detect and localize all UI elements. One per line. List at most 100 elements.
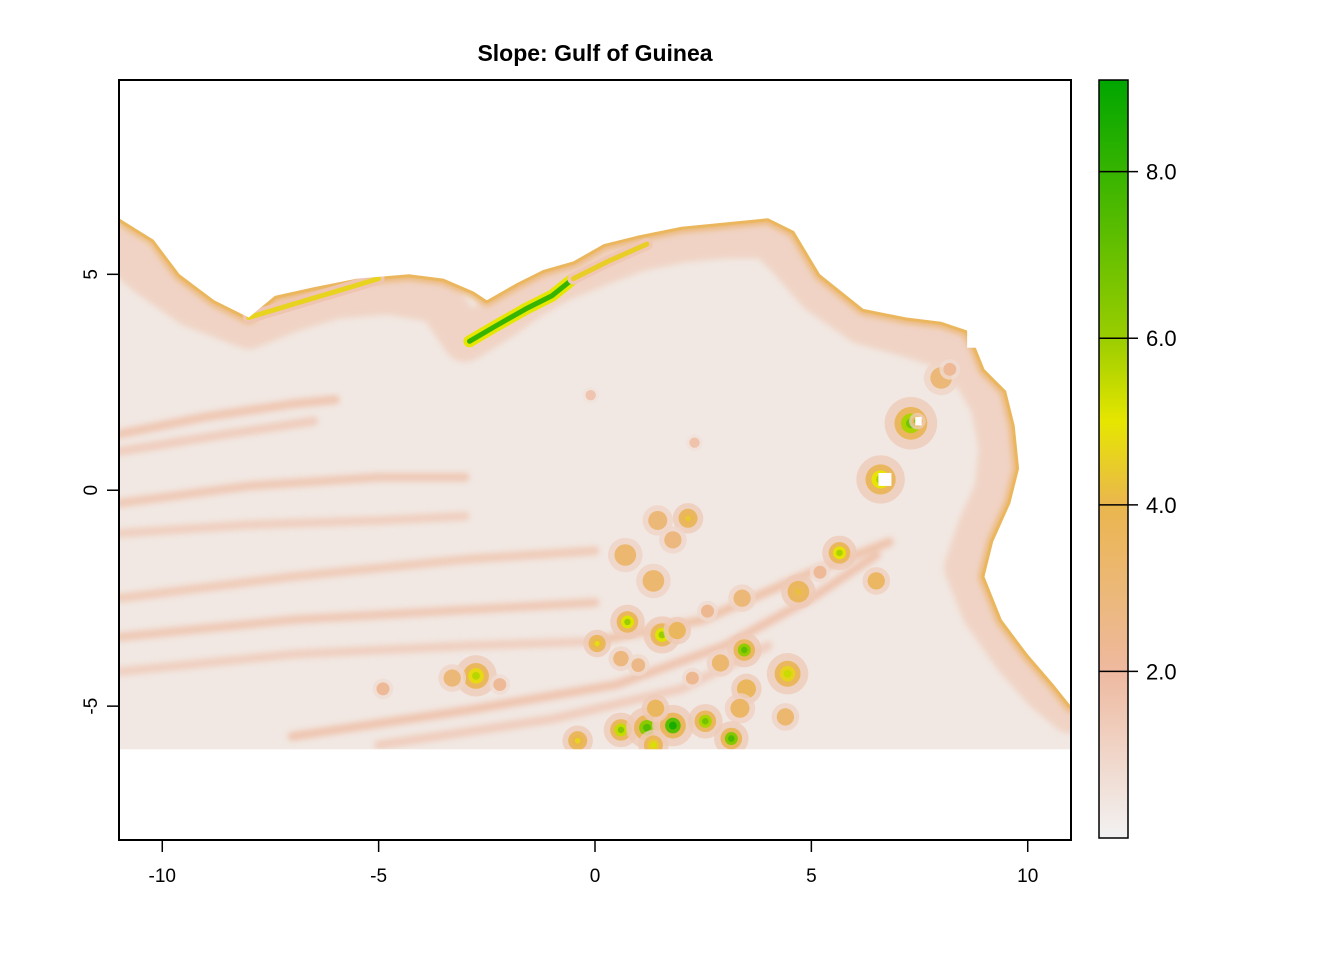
seamount-rim <box>689 437 700 448</box>
seamount <box>697 600 718 622</box>
ridge-line <box>119 636 600 677</box>
seamount <box>781 574 816 609</box>
x-tick-label: 10 <box>1017 866 1038 887</box>
plot-area <box>119 80 1071 840</box>
x-tick-label: 5 <box>806 866 817 887</box>
seamount-peak <box>741 646 748 654</box>
seamount-peak <box>668 721 677 730</box>
seamount <box>766 653 809 695</box>
seamount <box>822 535 857 571</box>
seamount-layer <box>372 358 961 761</box>
seamount-peak <box>795 588 802 595</box>
seamount <box>809 561 831 583</box>
seamount-rim <box>943 362 957 376</box>
seamount-rim <box>613 650 629 667</box>
legend-tick-label: 2.0 <box>1146 659 1177 684</box>
steep-slope-line <box>246 276 382 320</box>
legend-tick-label: 4.0 <box>1146 493 1177 518</box>
y-axis: -5 0 5 <box>81 269 119 715</box>
seamount-rim <box>443 669 461 687</box>
ridge-line <box>287 550 881 741</box>
seamount <box>607 537 643 573</box>
seamount <box>455 655 497 697</box>
seamount-peak <box>650 742 657 748</box>
seamount <box>659 526 687 554</box>
x-tick-label: -10 <box>149 866 176 887</box>
legend-tick-label: 6.0 <box>1146 326 1177 351</box>
seamount-rim <box>701 604 714 618</box>
seamount <box>489 674 511 695</box>
ridge-line <box>119 511 470 538</box>
seamount-rim <box>867 572 885 590</box>
seamount-peak <box>685 515 691 522</box>
ridge-line <box>119 472 470 508</box>
seamount <box>686 434 703 452</box>
seamount-rim <box>642 570 665 592</box>
seamount <box>641 694 670 723</box>
seamount <box>663 616 692 645</box>
steep-slope-layer <box>242 238 653 348</box>
ridge-line <box>119 546 600 603</box>
x-tick-label: -5 <box>370 866 387 887</box>
seamount-rim <box>585 390 596 401</box>
seamount-rim <box>493 678 507 692</box>
seamount <box>608 646 634 672</box>
seamount <box>771 703 800 731</box>
seamount <box>627 654 650 677</box>
land-mask <box>119 80 1071 707</box>
seamount <box>582 386 599 404</box>
seamount-rim <box>685 671 699 685</box>
seamount-rim <box>711 654 730 672</box>
steep-slope-line <box>467 276 576 344</box>
seamount <box>724 693 756 724</box>
nodata-patch <box>878 472 892 486</box>
seamount-peak <box>574 737 581 744</box>
seamount <box>726 632 762 668</box>
seamount-peak <box>624 618 631 626</box>
seamount <box>438 664 467 692</box>
seamount <box>672 503 704 534</box>
seamount-rim <box>664 531 682 549</box>
seamount <box>688 703 723 739</box>
slope-band-edge <box>119 215 1071 710</box>
seamount <box>862 567 891 595</box>
ridge-line <box>119 395 340 439</box>
seamount-rim <box>631 658 646 673</box>
seamount-rim <box>730 698 750 718</box>
legend-tick-label: 8.0 <box>1146 160 1177 185</box>
x-axis: -10 -5 0 5 10 <box>149 839 1038 887</box>
seamount-rim <box>376 682 390 696</box>
y-tick-label: 0 <box>81 485 102 496</box>
seamount-rim <box>668 621 686 640</box>
seamount <box>642 505 673 536</box>
seamount <box>583 629 612 658</box>
steep-slope-line <box>570 241 650 282</box>
ridge-line <box>119 598 600 642</box>
nodata-patch <box>967 330 987 348</box>
seamount <box>939 358 961 380</box>
legend-colorbar <box>1098 79 1129 839</box>
seamount-rim <box>776 708 795 726</box>
seamount-peak <box>617 726 625 734</box>
seamount-rim <box>733 589 751 607</box>
y-tick-label: -5 <box>81 698 102 715</box>
ridge-line <box>119 416 319 456</box>
chart-title: Slope: Gulf of Guinea <box>477 40 712 66</box>
seamount <box>714 721 749 756</box>
seamount <box>610 604 645 640</box>
seamount-peak <box>594 640 600 647</box>
seamount <box>728 584 756 612</box>
seamount-peak <box>472 672 480 680</box>
color-legend: 2.0 4.0 6.0 8.0 <box>1098 79 1177 839</box>
seamount-rim <box>813 565 827 579</box>
y-tick-label: 5 <box>81 269 102 280</box>
seamount <box>562 725 593 756</box>
seamount-peak <box>836 549 843 557</box>
no-data-south-region <box>119 749 1071 840</box>
seamount-rim <box>614 544 637 566</box>
seamount <box>706 649 735 677</box>
x-tick-label: 0 <box>590 866 601 887</box>
nodata-layer <box>878 330 987 486</box>
